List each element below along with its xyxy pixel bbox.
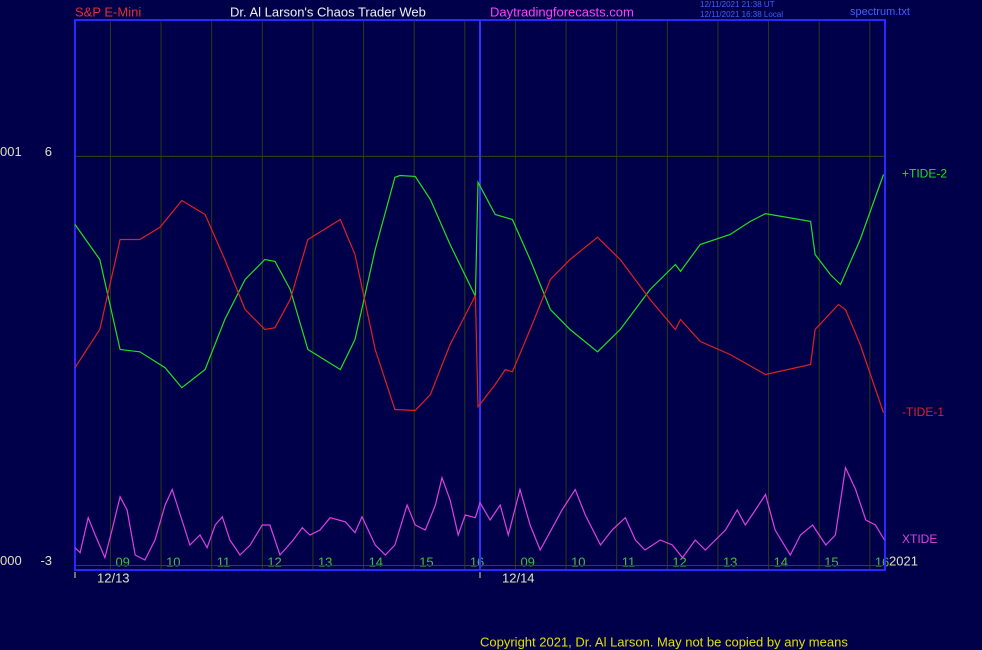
title: Dr. Al Larson's Chaos Trader Web bbox=[230, 4, 426, 19]
y-tick-code: 001 bbox=[0, 144, 22, 159]
x-tick-label: 16 bbox=[875, 554, 889, 569]
x-tick-label: 15 bbox=[419, 554, 433, 569]
year-label: 2021 bbox=[889, 553, 918, 568]
timestamp-ut: 12/11/2021 21:38 UT bbox=[700, 0, 775, 9]
plot: 09 10 11 12 13 14 15 16 09 10 11 12 13 14 15 16 6 001 -3 00… bbox=[0, 19, 947, 585]
y-tick-label: -3 bbox=[40, 553, 52, 568]
x-tick-label: 10 bbox=[571, 554, 585, 569]
y-tick-label: 6 bbox=[45, 144, 52, 159]
x-tick-label: 11 bbox=[217, 554, 231, 569]
symbol: S&P E-Mini bbox=[75, 4, 141, 19]
series-line bbox=[74, 465, 886, 561]
x-tick-label: 14 bbox=[774, 554, 788, 569]
x-tick-label: 16 bbox=[470, 554, 484, 569]
site: Daytradingforecasts.com bbox=[490, 4, 634, 19]
legend-label: +TIDE-2 bbox=[902, 167, 947, 181]
copyright: Copyright 2021, Dr. Al Larson. May not b… bbox=[480, 634, 848, 649]
x-tick-label: 13 bbox=[318, 554, 332, 569]
file-name: spectrum.txt bbox=[850, 6, 910, 18]
x-tick-label: 12 bbox=[672, 554, 686, 569]
legend-label: XTIDE bbox=[902, 532, 937, 546]
day-label: 12/14 bbox=[502, 570, 535, 585]
x-tick-label: 11 bbox=[622, 554, 636, 569]
x-tick-label: 10 bbox=[166, 554, 180, 569]
y-tick-code: 000 bbox=[0, 553, 22, 568]
timestamp-local: 12/11/2021 16:38 Local bbox=[700, 10, 783, 19]
x-tick-label: 15 bbox=[824, 554, 838, 569]
plot-frame bbox=[74, 19, 886, 571]
x-tick-label: 09 bbox=[115, 554, 129, 569]
legend-label: -TIDE-1 bbox=[902, 405, 944, 419]
day-label: 12/13 bbox=[97, 570, 130, 585]
x-tick-label: 13 bbox=[723, 554, 737, 569]
x-tick-label: 09 bbox=[520, 554, 534, 569]
series-line bbox=[74, 199, 885, 413]
x-tick-label: 12 bbox=[267, 554, 281, 569]
x-tick-label: 14 bbox=[369, 554, 383, 569]
